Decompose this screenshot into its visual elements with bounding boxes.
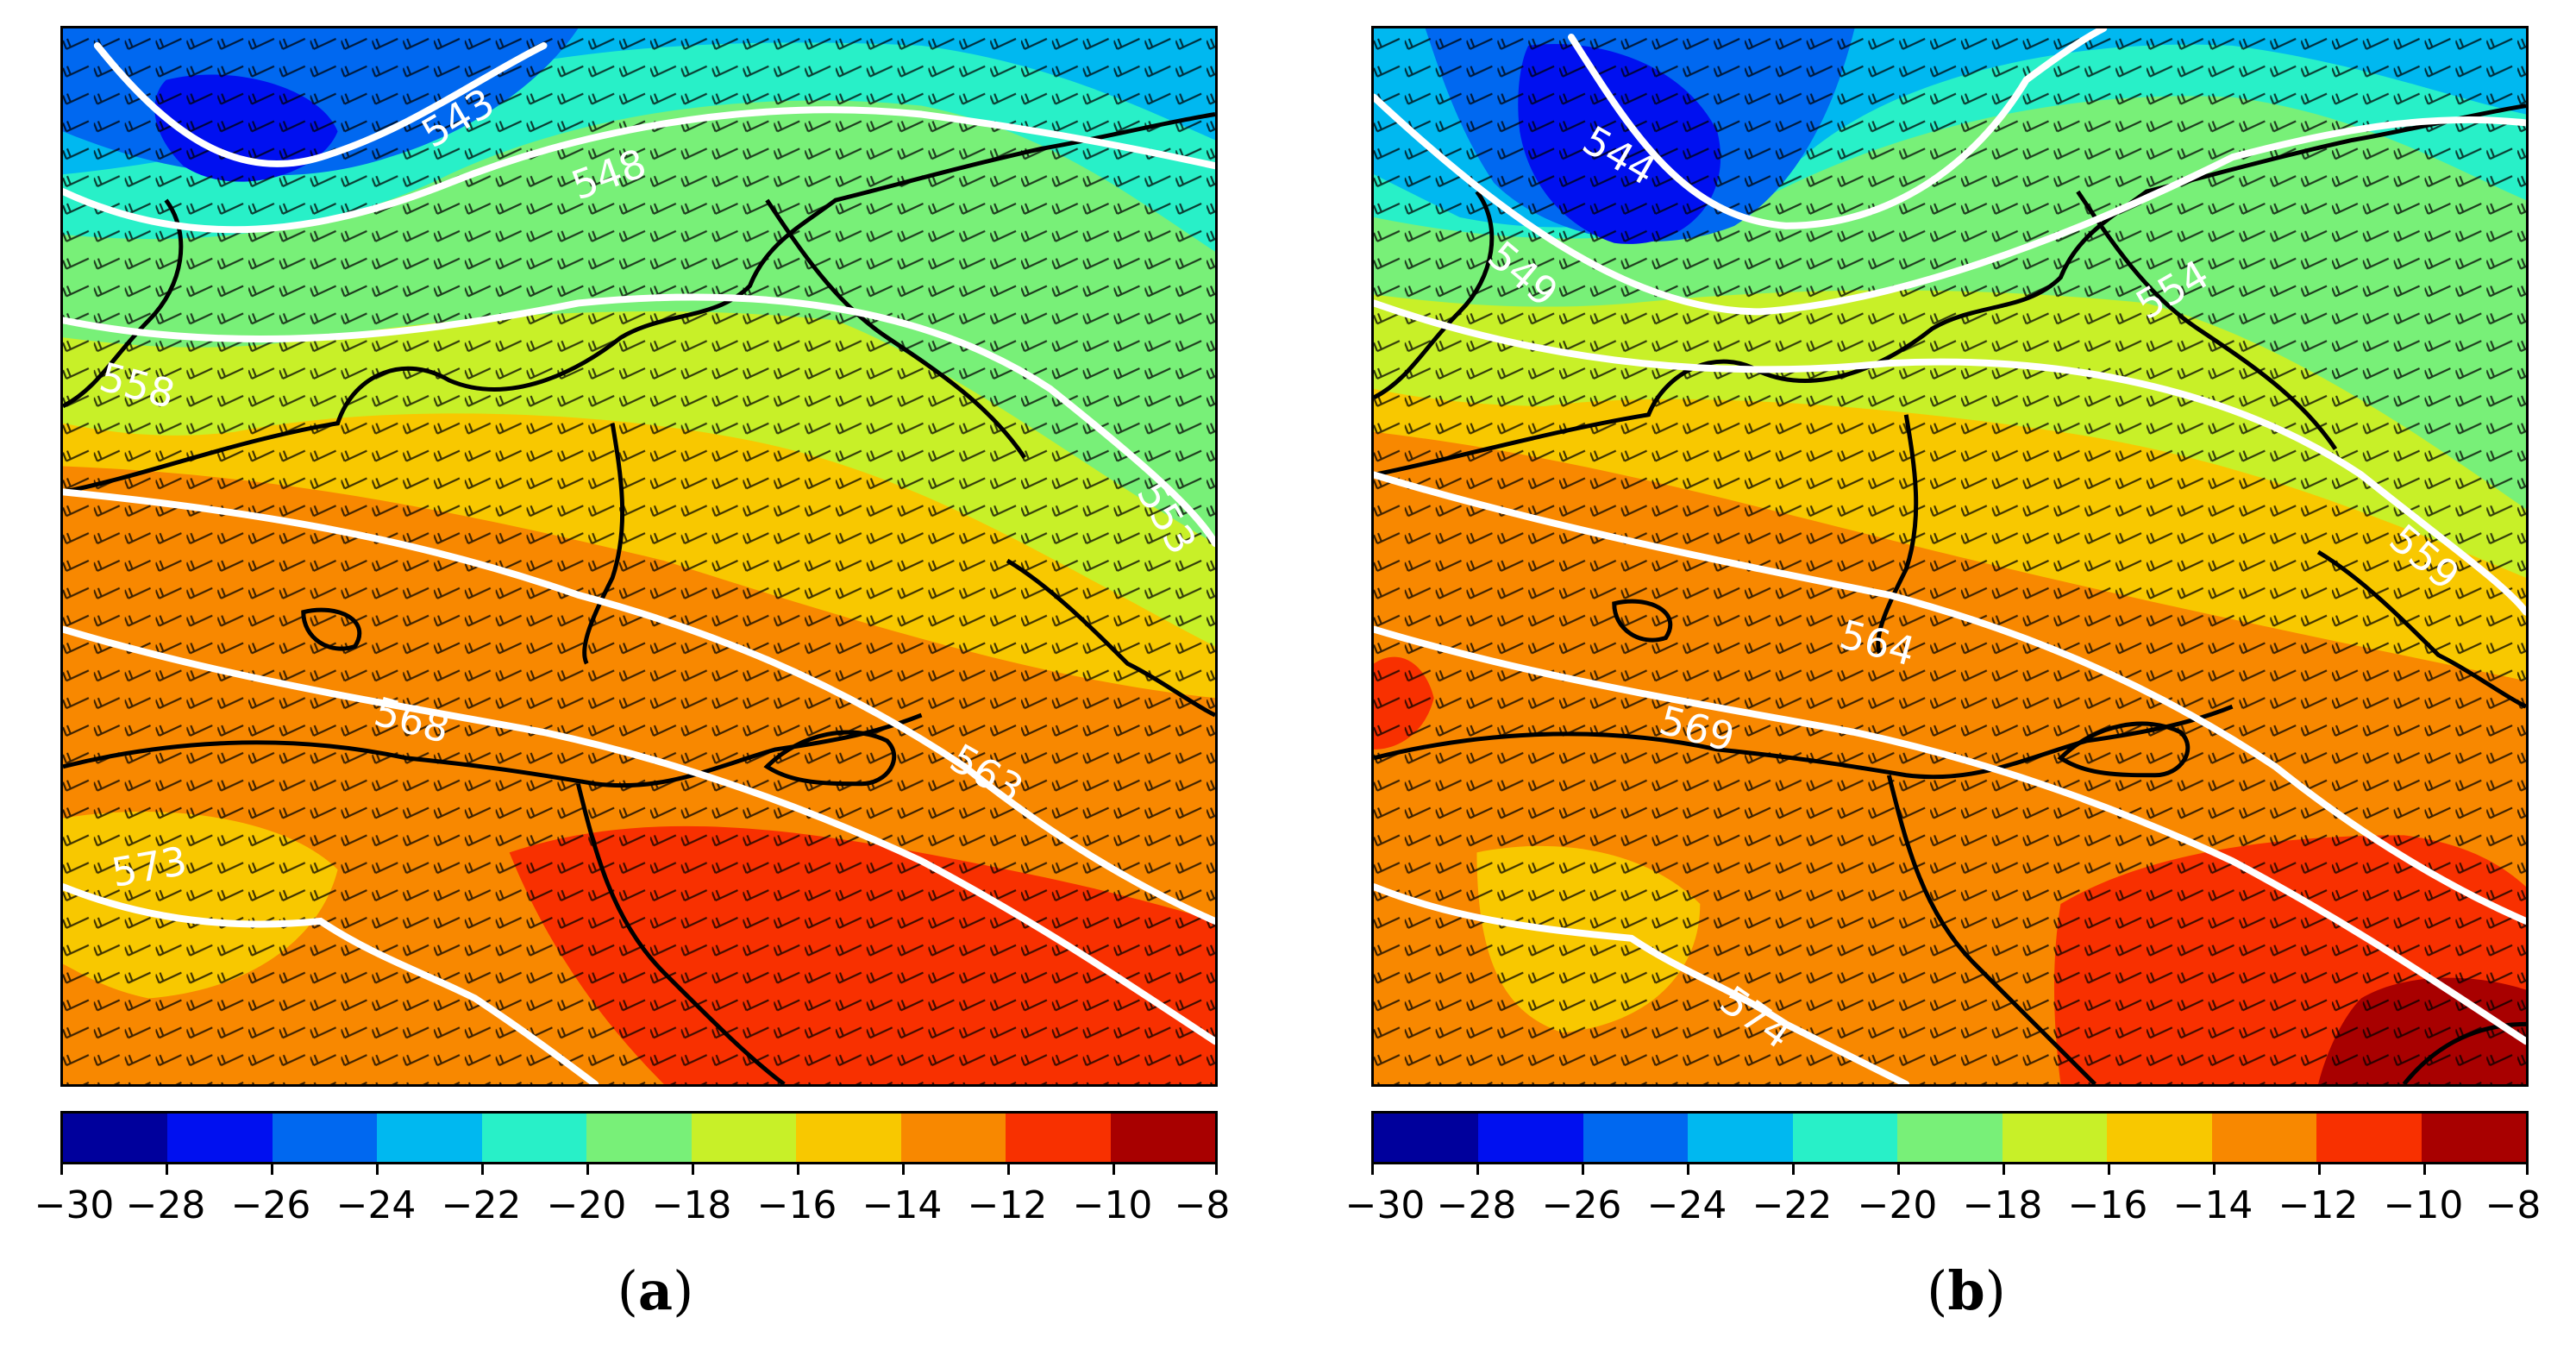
colorbar-segment: [691, 1114, 797, 1162]
temperature-field-a: 543 548 558 553 568 563 573: [63, 28, 1215, 1084]
tick-label: −28: [125, 1183, 206, 1227]
colorbar-segment: [272, 1114, 378, 1162]
tick-label: −22: [1752, 1183, 1833, 1227]
tick-mark: [481, 1164, 484, 1175]
panel-label-letter: b: [1947, 1259, 1985, 1322]
colorbar-segment: [2211, 1114, 2317, 1162]
tick-mark: [1792, 1164, 1795, 1175]
tick-label: −30: [34, 1183, 115, 1227]
tick-label: −28: [1436, 1183, 1517, 1227]
tick-mark: [2423, 1164, 2426, 1175]
tick-label: −18: [651, 1183, 732, 1227]
panel-label-close: ): [1984, 1259, 2006, 1322]
temperature-field-b: 544 549 554 559 564 569 574: [1374, 28, 2526, 1084]
tick-mark: [2526, 1164, 2529, 1175]
tick-mark: [1113, 1164, 1115, 1175]
tick-mark: [1215, 1164, 1218, 1175]
tick-label: −8: [1174, 1183, 1231, 1227]
tick-label: −14: [862, 1183, 943, 1227]
colorbar-ticks-b: [1371, 1164, 2529, 1182]
tick-mark: [2108, 1164, 2110, 1175]
tick-mark: [1476, 1164, 1479, 1175]
panel-a: 543 548 558 553 568 563 573: [34, 0, 1259, 1349]
colorbar-segment: [377, 1114, 482, 1162]
panel-label-close: ): [673, 1259, 694, 1322]
tick-mark: [1897, 1164, 1900, 1175]
colorbar-segment: [1374, 1114, 1479, 1162]
panel-label-open: (: [617, 1259, 638, 1322]
colorbar-ticks-a: [60, 1164, 1218, 1182]
tick-label: −26: [230, 1183, 311, 1227]
tick-label: −12: [967, 1183, 1048, 1227]
tick-label: −24: [335, 1183, 417, 1227]
tick-label: −20: [1857, 1183, 1938, 1227]
tick-label: −26: [1541, 1183, 1622, 1227]
tick-label: −12: [2278, 1183, 2359, 1227]
map-a: 543 548 558 553 568 563 573: [60, 26, 1218, 1087]
tick-mark: [586, 1164, 589, 1175]
tick-label: −8: [2485, 1183, 2542, 1227]
panel-label-letter: a: [637, 1259, 674, 1322]
colorbar-segment: [2107, 1114, 2212, 1162]
colorbar-segment: [2002, 1114, 2108, 1162]
colorbar-segment: [481, 1114, 587, 1162]
colorbar-segment: [1688, 1114, 1793, 1162]
tick-label: −14: [2172, 1183, 2253, 1227]
tick-mark: [1582, 1164, 1584, 1175]
tick-label: −10: [2383, 1183, 2464, 1227]
colorbar-segment: [2421, 1114, 2526, 1162]
tick-label: −16: [2067, 1183, 2148, 1227]
panel-label-open: (: [1927, 1259, 1948, 1322]
tick-mark: [1007, 1164, 1010, 1175]
colorbar-b: [1371, 1111, 2529, 1164]
map-b: 544 549 554 559 564 569 574: [1371, 26, 2529, 1087]
tick-label: −18: [1962, 1183, 2043, 1227]
tick-mark: [166, 1164, 168, 1175]
tick-label: −10: [1072, 1183, 1153, 1227]
tick-label: −24: [1646, 1183, 1727, 1227]
tick-label: −30: [1344, 1183, 1426, 1227]
tick-mark: [376, 1164, 379, 1175]
tick-mark: [692, 1164, 694, 1175]
tick-mark: [2003, 1164, 2005, 1175]
colorbar-segment: [1478, 1114, 1583, 1162]
panel-label-a: (a): [617, 1259, 694, 1322]
panel-b: 544 549 554 559 564 569 574: [1345, 0, 2570, 1349]
colorbar-segment: [900, 1114, 1006, 1162]
tick-mark: [1371, 1164, 1374, 1175]
tick-mark: [797, 1164, 799, 1175]
tick-mark: [271, 1164, 273, 1175]
colorbar-segment: [1110, 1114, 1215, 1162]
colorbar-segment: [796, 1114, 901, 1162]
colorbar-segment: [1792, 1114, 1898, 1162]
colorbar-segment: [1897, 1114, 2003, 1162]
tick-label: −20: [546, 1183, 627, 1227]
colorbar-segment: [1583, 1114, 1689, 1162]
tick-mark: [2213, 1164, 2216, 1175]
tick-mark: [902, 1164, 905, 1175]
tick-mark: [2318, 1164, 2321, 1175]
colorbar-a: [60, 1111, 1218, 1164]
colorbar-segment: [63, 1114, 168, 1162]
colorbar-segment: [586, 1114, 692, 1162]
colorbar-segment: [167, 1114, 273, 1162]
colorbar-segment: [2316, 1114, 2422, 1162]
tick-label: −22: [441, 1183, 522, 1227]
colorbar-segment: [1006, 1114, 1111, 1162]
tick-mark: [60, 1164, 63, 1175]
panel-label-b: (b): [1927, 1259, 2006, 1322]
tick-label: −16: [756, 1183, 837, 1227]
tick-mark: [1687, 1164, 1689, 1175]
